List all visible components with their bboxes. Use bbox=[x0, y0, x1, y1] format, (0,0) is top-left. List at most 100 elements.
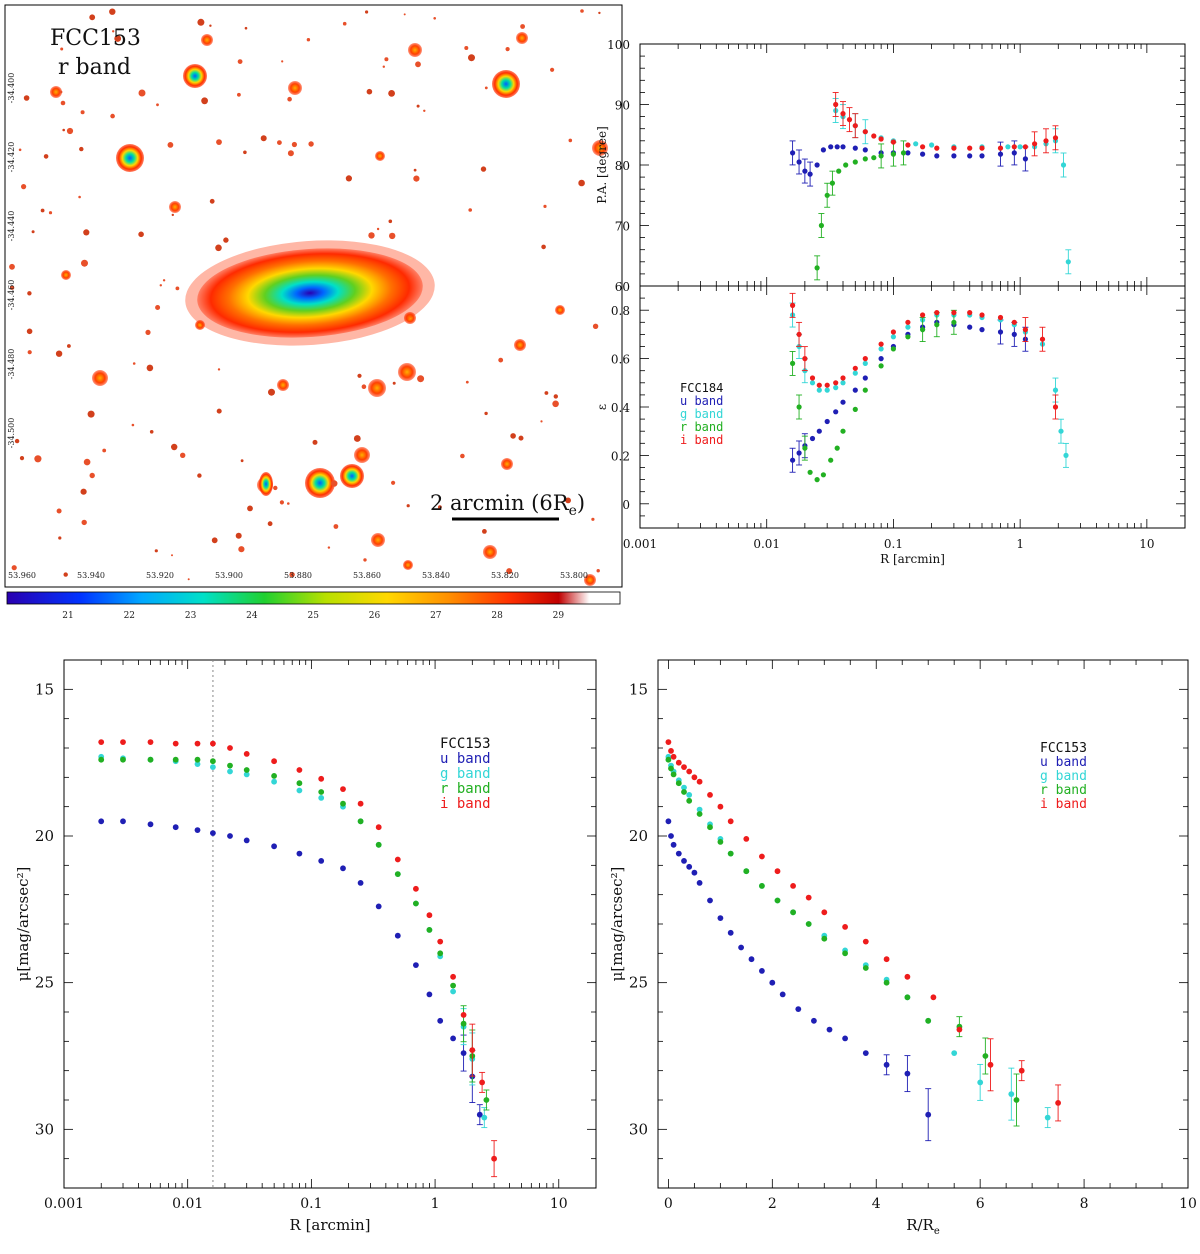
chart3-legend-title: FCC153 bbox=[1040, 741, 1087, 756]
chart2-point bbox=[479, 1079, 485, 1086]
chart1-point bbox=[878, 363, 884, 369]
chart2-point bbox=[437, 938, 444, 945]
chart3-point bbox=[1018, 1067, 1025, 1074]
chart0-point bbox=[796, 159, 802, 165]
chart0-point bbox=[951, 145, 957, 151]
chart2-point bbox=[227, 762, 233, 769]
chart0-ytick-label-2: 80 bbox=[615, 159, 630, 173]
faint-source-97 bbox=[59, 90, 63, 94]
ra-tick-1: 53.940 bbox=[77, 571, 105, 580]
chart1-ytick-label-1: 0.2 bbox=[611, 449, 630, 463]
faint-source-88 bbox=[268, 388, 275, 396]
faint-source-74 bbox=[209, 198, 215, 204]
chart1-point bbox=[951, 319, 957, 325]
chart3-point bbox=[759, 883, 765, 889]
chart3-point bbox=[686, 792, 693, 798]
dec-tick-3: -34.460 bbox=[7, 280, 16, 311]
galaxy-fcc153 bbox=[197, 248, 423, 338]
faint-source-64 bbox=[244, 26, 248, 30]
ra-tick-4: 53.880 bbox=[284, 571, 312, 580]
chart3-point bbox=[727, 929, 734, 936]
chart1-xtick-label-2: 0.1 bbox=[884, 537, 903, 551]
chart3-point bbox=[862, 938, 869, 945]
chart3-point bbox=[821, 935, 828, 942]
chart2-legend-title: FCC153 bbox=[440, 736, 491, 752]
chart2-point bbox=[243, 771, 250, 778]
chart3-point bbox=[696, 880, 703, 886]
chart2-xtick-label-1: 0.01 bbox=[172, 1196, 203, 1212]
chart3-point bbox=[743, 868, 750, 875]
chart0-point bbox=[852, 123, 858, 129]
chart0-point bbox=[905, 150, 911, 156]
chart1-point bbox=[824, 387, 830, 393]
chart2-ytick-label-0: 15 bbox=[35, 680, 54, 698]
faint-source-107 bbox=[9, 263, 15, 270]
faint-source-51 bbox=[540, 420, 543, 423]
chart2-point bbox=[340, 786, 346, 792]
star-17 bbox=[408, 43, 422, 57]
chart1-ytick-label-2: 0.4 bbox=[611, 401, 630, 415]
chart0-point bbox=[878, 153, 884, 159]
chart1-legend-i: i band bbox=[680, 433, 723, 447]
chart0-point bbox=[871, 133, 877, 139]
chart0-point bbox=[1043, 138, 1049, 144]
chart1-point bbox=[824, 382, 830, 388]
faint-source-41 bbox=[60, 47, 64, 51]
chart2-point bbox=[460, 1012, 467, 1018]
faint-source-126 bbox=[578, 179, 585, 187]
chart0-point bbox=[829, 180, 836, 186]
chart1-legend-g: g band bbox=[680, 407, 723, 421]
ra-tick-5: 53.860 bbox=[353, 571, 381, 580]
chart1-point bbox=[1063, 452, 1069, 458]
faint-source-90 bbox=[518, 435, 524, 441]
chart2-series-r bbox=[98, 756, 490, 1111]
chart1-point bbox=[796, 404, 802, 410]
chart2-point bbox=[394, 871, 401, 877]
chart0-ytick-label-1: 70 bbox=[615, 220, 630, 234]
chart2-point bbox=[243, 837, 250, 844]
chart1-point bbox=[951, 310, 957, 316]
faint-source-139 bbox=[237, 92, 241, 97]
chart0-point bbox=[979, 153, 985, 159]
dec-tick-2: -34.440 bbox=[7, 211, 16, 242]
chart2-point bbox=[296, 850, 303, 857]
star-6 bbox=[92, 370, 108, 386]
image-title-line1: FCC153 bbox=[50, 26, 141, 51]
chart1-point bbox=[878, 346, 884, 352]
chart2-point bbox=[357, 818, 364, 825]
chart3-point bbox=[675, 759, 682, 766]
faint-source-47 bbox=[482, 529, 487, 534]
chart0-point bbox=[920, 144, 926, 150]
chart1-point bbox=[816, 382, 822, 388]
chart1-point bbox=[890, 346, 897, 352]
faint-source-4 bbox=[308, 141, 314, 147]
chart3-series-g bbox=[665, 753, 1051, 1129]
chart1-series-r bbox=[789, 309, 957, 483]
chart2-xlabel: R [arcmin] bbox=[290, 1216, 371, 1234]
faint-source-89 bbox=[109, 8, 116, 15]
faint-source-161 bbox=[267, 521, 273, 527]
faint-source-96 bbox=[327, 546, 331, 549]
chart2-point bbox=[413, 962, 419, 968]
chart2-legend-r: r band bbox=[440, 781, 491, 797]
ra-tick-8: 53.800 bbox=[560, 571, 588, 580]
chart1-point bbox=[1011, 319, 1017, 325]
faint-source-149 bbox=[438, 505, 442, 509]
star-7 bbox=[368, 379, 386, 397]
chart0-series-u bbox=[789, 140, 1029, 187]
chart1-point bbox=[840, 399, 846, 405]
chart0-ylabel: P.A. [degree] bbox=[595, 126, 609, 204]
faint-source-29 bbox=[23, 95, 30, 101]
chart2-point bbox=[426, 991, 433, 998]
faint-source-105 bbox=[131, 423, 135, 427]
chart1-point bbox=[905, 319, 911, 325]
faint-source-35 bbox=[484, 86, 488, 90]
chart1-point bbox=[796, 450, 802, 456]
faint-source-52 bbox=[289, 571, 295, 578]
faint-source-50 bbox=[460, 453, 465, 459]
colorbar-tick-0: 21 bbox=[62, 611, 73, 621]
star-0 bbox=[116, 144, 144, 172]
chart3-point bbox=[686, 797, 693, 804]
chart3-point bbox=[883, 979, 890, 986]
chart0-point bbox=[890, 151, 897, 157]
